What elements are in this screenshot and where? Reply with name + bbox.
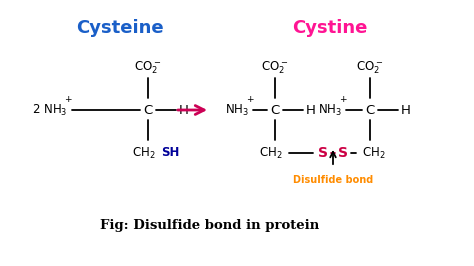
Text: CO$_2^-$: CO$_2^-$	[261, 60, 289, 76]
Text: S: S	[338, 146, 348, 160]
Text: CH$_2$: CH$_2$	[132, 146, 156, 161]
Text: H: H	[401, 103, 411, 117]
Text: H: H	[179, 103, 189, 117]
Text: $\mathregular{NH_3}$: $\mathregular{NH_3}$	[318, 102, 342, 118]
Text: Cysteine: Cysteine	[76, 19, 164, 37]
Text: CH$_2$: CH$_2$	[362, 146, 386, 161]
Text: CO$_2^-$: CO$_2^-$	[135, 60, 162, 76]
Text: CH$_2$: CH$_2$	[259, 146, 283, 161]
Text: +: +	[339, 95, 347, 105]
Text: Fig: Disulfide bond in protein: Fig: Disulfide bond in protein	[100, 218, 319, 231]
Text: CO$_2^-$: CO$_2^-$	[356, 60, 383, 76]
Text: C: C	[365, 103, 374, 117]
Text: Cystine: Cystine	[292, 19, 368, 37]
Text: +: +	[64, 95, 72, 105]
Text: $\mathregular{NH_3}$: $\mathregular{NH_3}$	[225, 102, 249, 118]
Text: Disulfide bond: Disulfide bond	[293, 175, 373, 185]
Text: C: C	[270, 103, 280, 117]
Text: SH: SH	[161, 147, 179, 160]
Text: H: H	[306, 103, 316, 117]
Text: C: C	[143, 103, 153, 117]
Text: +: +	[246, 95, 254, 105]
Text: 2 $\mathregular{NH_3}$: 2 $\mathregular{NH_3}$	[32, 102, 68, 118]
Text: S: S	[318, 146, 328, 160]
